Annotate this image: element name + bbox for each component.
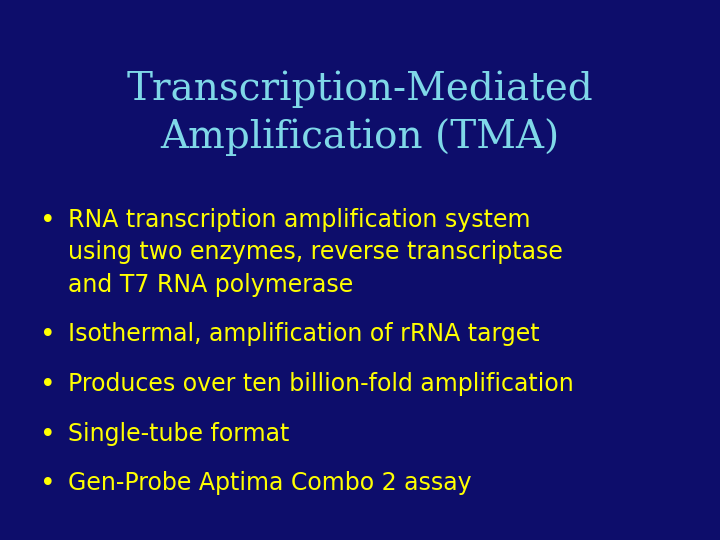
Text: •: • [40, 322, 55, 348]
Text: Isothermal, amplification of rRNA target: Isothermal, amplification of rRNA target [68, 322, 540, 346]
Text: using two enzymes, reverse transcriptase: using two enzymes, reverse transcriptase [68, 240, 563, 264]
Text: RNA transcription amplification system: RNA transcription amplification system [68, 208, 531, 232]
Text: and T7 RNA polymerase: and T7 RNA polymerase [68, 273, 354, 296]
Text: Transcription-Mediated
Amplification (TMA): Transcription-Mediated Amplification (TM… [127, 70, 593, 156]
Text: •: • [40, 208, 55, 234]
Text: •: • [40, 372, 55, 398]
Text: •: • [40, 422, 55, 448]
Text: Gen-Probe Aptima Combo 2 assay: Gen-Probe Aptima Combo 2 assay [68, 471, 472, 495]
Text: Single-tube format: Single-tube format [68, 422, 289, 446]
Text: •: • [40, 471, 55, 497]
Text: Produces over ten billion-fold amplification: Produces over ten billion-fold amplifica… [68, 372, 574, 396]
